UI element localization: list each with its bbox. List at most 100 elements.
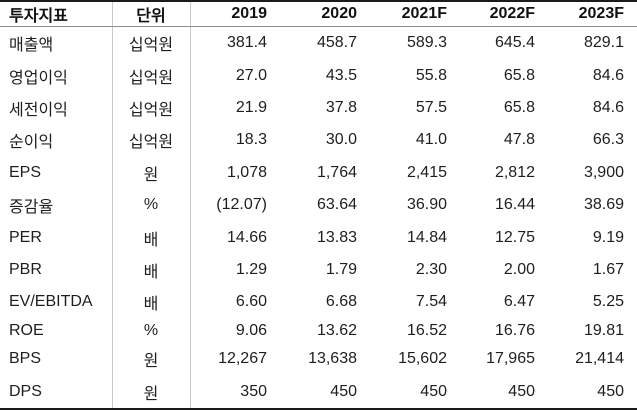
value-cell: 15,602 xyxy=(398,350,447,368)
indicator-cell: 세전이익 xyxy=(0,91,113,125)
value-cell: 9.19 xyxy=(592,228,624,246)
unit-cell: 배 xyxy=(112,253,191,287)
indicator-cell: BPS xyxy=(0,342,113,376)
header-cell-3: 2020 xyxy=(280,1,370,27)
table-row: EPS 원 1,078 1,764 2,415 2,812 3,900 xyxy=(0,156,637,190)
value-cell: 55.8 xyxy=(415,66,447,84)
indicator-cell: ROE xyxy=(0,318,113,343)
value-cell: 18.3 xyxy=(235,131,267,149)
value-cell: 2.00 xyxy=(503,260,535,278)
unit-cell: % xyxy=(112,318,191,343)
table-row: 증감율% (12.07) 63.64 36.90 16.44 38.69 xyxy=(0,189,637,222)
value-cell: 30.0 xyxy=(325,131,357,149)
header-cell-2: 2019 xyxy=(190,1,280,27)
value-cell: 84.6 xyxy=(592,66,624,84)
table-row: 영업이익 십억원 27.0 43.5 55.8 65.8 84.6 xyxy=(0,59,637,92)
value-cell: 12,267 xyxy=(218,350,267,368)
value-cell: 16.52 xyxy=(406,321,447,339)
indicator-cell: EPS xyxy=(0,156,113,190)
unit-cell: 십억원 xyxy=(112,59,191,92)
indicator-cell: EV/EBITDA xyxy=(0,286,113,319)
value-cell: 5.25 xyxy=(592,293,624,311)
value-cell: 13.83 xyxy=(316,228,357,246)
value-cell: 16.44 xyxy=(494,196,535,214)
value-cell: 589.3 xyxy=(406,34,447,52)
unit-cell: 배 xyxy=(112,286,191,319)
value-cell: 3,900 xyxy=(583,163,624,181)
value-cell: 350 xyxy=(240,382,267,400)
value-cell: 2,415 xyxy=(406,163,447,181)
header-cell-0: 투자지표 xyxy=(0,1,113,27)
value-cell: 57.5 xyxy=(415,99,447,117)
indicator-cell: 증감율 xyxy=(0,189,113,222)
value-cell: 14.84 xyxy=(406,228,447,246)
value-cell: 450 xyxy=(420,382,447,400)
value-cell: 1,078 xyxy=(226,163,267,181)
indicator-cell: PBR xyxy=(0,253,113,287)
value-cell: 17,965 xyxy=(486,350,535,368)
value-cell: 84.6 xyxy=(592,99,624,117)
header-cell-4: 2021F xyxy=(370,1,460,27)
unit-cell: 십억원 xyxy=(112,26,191,60)
unit-cell: 원 xyxy=(112,342,191,376)
table-body: 매출액 십억원 381.4 458.7 589.3 645.4 829.1 영업이익 십억원 27… xyxy=(0,26,637,409)
unit-cell: 원 xyxy=(112,375,191,409)
value-cell: 458.7 xyxy=(316,34,357,52)
indicator-cell: PER xyxy=(0,221,113,254)
table-row: PBR 배 1.29 1.79 2.30 2.00 1.67 xyxy=(0,253,637,287)
value-cell: 27.0 xyxy=(235,66,267,84)
header-cell-5: 2022F xyxy=(460,1,548,27)
value-cell: 381.4 xyxy=(226,34,267,52)
value-cell: 6.60 xyxy=(235,293,267,311)
value-cell: 66.3 xyxy=(592,131,624,149)
table-row: 순이익 십억원 18.3 30.0 41.0 47.8 66.3 xyxy=(0,124,637,157)
value-cell: 21.9 xyxy=(235,99,267,117)
header-cell-6: 2023F xyxy=(548,1,637,27)
header-cell-1: 단위 xyxy=(112,1,191,27)
value-cell: 1.79 xyxy=(325,260,357,278)
value-cell: 6.68 xyxy=(325,293,357,311)
value-cell: 19.81 xyxy=(583,321,624,339)
value-cell: 1.67 xyxy=(592,260,624,278)
indicator-cell: 매출액 xyxy=(0,26,113,60)
value-cell: 65.8 xyxy=(503,99,535,117)
value-cell: 6.47 xyxy=(503,293,535,311)
value-cell: 1,764 xyxy=(316,163,357,181)
value-cell: 43.5 xyxy=(325,66,357,84)
value-cell: 14.66 xyxy=(226,228,267,246)
value-cell: 450 xyxy=(508,382,535,400)
value-cell: 450 xyxy=(330,382,357,400)
table-row: BPS 원 12,267 13,638 15,602 17,965 21,414 xyxy=(0,342,637,376)
value-cell: 2,812 xyxy=(494,163,535,181)
value-cell: 37.8 xyxy=(325,99,357,117)
unit-cell: % xyxy=(112,189,191,222)
value-cell: 450 xyxy=(597,382,624,400)
table-row: ROE% 9.06 13.62 16.52 16.76 19.81 xyxy=(0,318,637,343)
value-cell: 65.8 xyxy=(503,66,535,84)
table-row: DPS 원 350 450 450 450 450 xyxy=(0,375,637,409)
table-row: 세전이익 십억원 21.9 37.8 57.5 65.8 84.6 xyxy=(0,91,637,125)
value-cell: 2.30 xyxy=(415,260,447,278)
value-cell: 7.54 xyxy=(415,293,447,311)
table-row: PER 배 14.66 13.83 14.84 12.75 9.19 xyxy=(0,221,637,254)
value-cell: 645.4 xyxy=(494,34,535,52)
value-cell: 47.8 xyxy=(503,131,535,149)
value-cell: 12.75 xyxy=(494,228,535,246)
value-cell: 63.64 xyxy=(316,196,357,214)
value-cell: 9.06 xyxy=(235,321,267,339)
indicator-cell: DPS xyxy=(0,375,113,409)
table-header: 투자지표 단위 2019 2020 2021F 2022F 2023F xyxy=(0,1,637,27)
value-cell: 21,414 xyxy=(575,350,624,368)
value-cell: 38.69 xyxy=(583,196,624,214)
table-row: 매출액 십억원 381.4 458.7 589.3 645.4 829.1 xyxy=(0,26,637,60)
value-cell: 36.90 xyxy=(406,196,447,214)
value-cell: 13.62 xyxy=(316,321,357,339)
value-cell: 13,638 xyxy=(308,350,357,368)
unit-cell: 원 xyxy=(112,156,191,190)
unit-cell: 십억원 xyxy=(112,91,191,125)
indicator-cell: 영업이익 xyxy=(0,59,113,92)
value-cell: (12.07) xyxy=(216,196,267,214)
value-cell: 829.1 xyxy=(583,34,624,52)
unit-cell: 십억원 xyxy=(112,124,191,157)
